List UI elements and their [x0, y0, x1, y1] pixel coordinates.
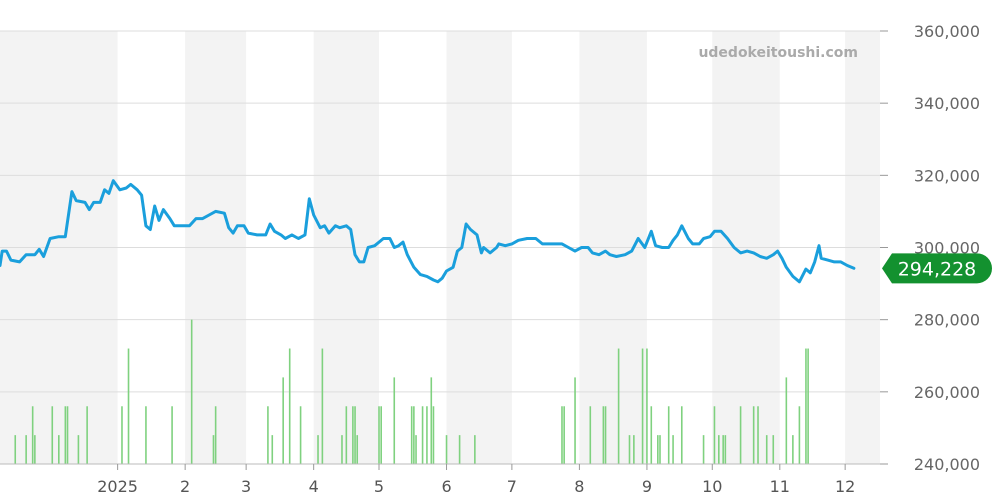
x-tick-label: 8 — [574, 477, 584, 496]
x-tick-label: 7 — [507, 477, 517, 496]
y-tick-label: 340,000 — [914, 94, 980, 113]
x-tick-label: 12 — [835, 477, 855, 496]
x-tick-label: 10 — [702, 477, 722, 496]
y-tick-label: 260,000 — [914, 383, 980, 402]
y-axis-ticks: 240,000 260,000 280,000 300,000 320,000 340,0… — [880, 22, 980, 474]
last-value-badge: 294,228 — [882, 253, 993, 284]
x-tick-label: 11 — [770, 477, 790, 496]
x-tick-label: 2 — [180, 477, 190, 496]
y-tick-label: 320,000 — [914, 166, 980, 185]
y-tick-label: 280,000 — [914, 311, 980, 330]
y-tick-label: 300,000 — [914, 239, 980, 258]
last-value-badge-shape — [882, 253, 993, 284]
x-tick-label: 4 — [309, 477, 319, 496]
volume-bars — [14, 319, 809, 464]
price-line — [0, 179, 856, 284]
y-tick-label: 240,000 — [914, 455, 980, 474]
x-tick-label: 2025 — [97, 477, 138, 496]
last-value-label: 294,228 — [898, 258, 977, 280]
x-tick-label: 5 — [374, 477, 384, 496]
x-tick-label: 3 — [241, 477, 251, 496]
x-tick-label: 9 — [642, 477, 652, 496]
x-axis-ticks: 2025 2 3 4 5 6 7 8 9 10 11 12 — [97, 464, 855, 496]
y-tick-label: 360,000 — [914, 22, 980, 41]
watermark: udedokeitoushi.com — [698, 45, 858, 61]
x-tick-label: 6 — [441, 477, 451, 496]
